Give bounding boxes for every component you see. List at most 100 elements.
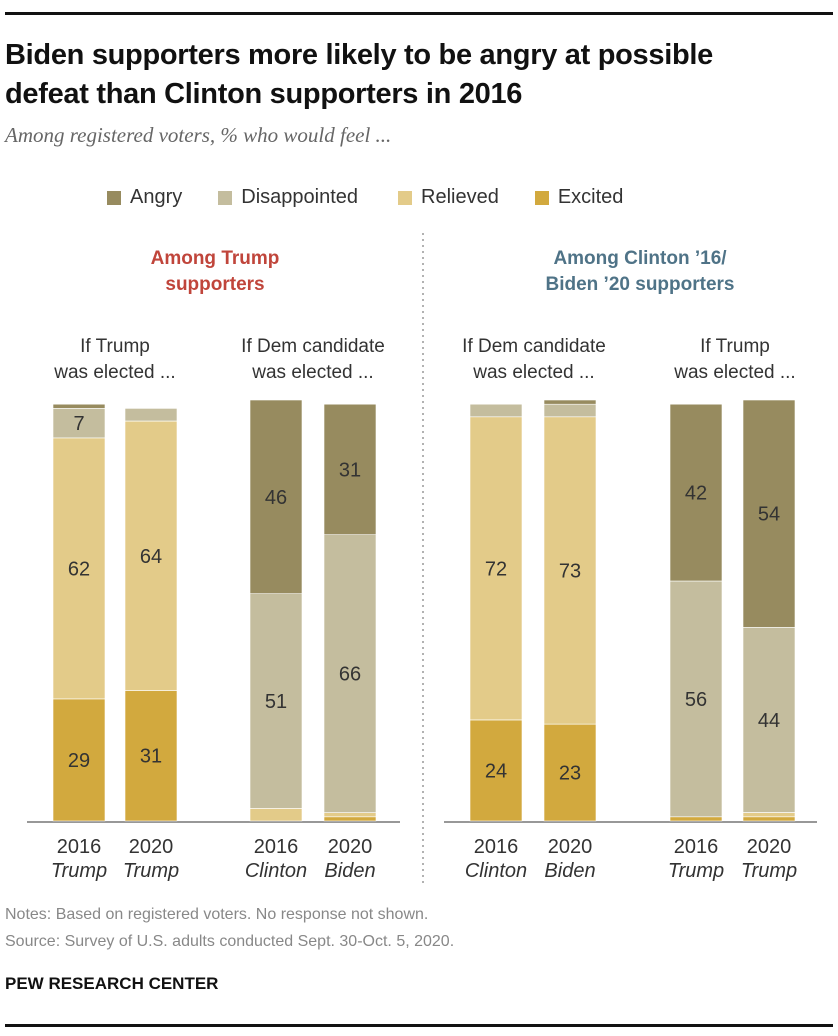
bar-2016-trump	[669, 403, 723, 822]
x-tick-candidate: Clinton	[465, 860, 527, 882]
group-title-trump-line-1: Among Trump	[150, 248, 280, 269]
chart-title-line-2: defeat than Clinton supporters in 2016	[5, 78, 523, 110]
legend-label-angry: Angry	[130, 186, 183, 208]
panel-heading-line-2: was elected ...	[252, 362, 374, 383]
x-tick-candidate: Clinton	[245, 860, 307, 882]
legend-label-relieved: Relieved	[421, 186, 499, 208]
chart-note: Notes: Based on registered voters. No re…	[5, 906, 429, 923]
panel-heading-line-1: If Dem candidate	[241, 336, 385, 357]
bar-segment-relieved	[543, 416, 597, 725]
legend-label-disappointed: Disappointed	[241, 186, 358, 208]
top-rule	[5, 12, 833, 15]
data-label-relieved: 73	[559, 561, 581, 583]
panel-heading-line-2: was elected ...	[674, 362, 796, 383]
stacked-bar-chart: 296272016Trump31642020Trump51462016Clint…	[27, 233, 817, 884]
legend: Angry Disappointed Relieved Excited	[107, 186, 659, 209]
bar-segment-excited	[469, 719, 523, 822]
bottom-rule	[5, 1024, 833, 1027]
x-tick-year: 2020	[747, 836, 792, 858]
panel-heading-trump-if-dem: If Dem candidate was elected ...	[213, 334, 413, 386]
x-tick-candidate: Biden	[324, 860, 375, 882]
bar-2020-trump	[124, 408, 178, 822]
legend-label-excited: Excited	[557, 186, 624, 208]
x-tick-year: 2016	[474, 836, 519, 858]
bar-2020-biden	[323, 403, 377, 822]
bar-segment-excited	[669, 816, 723, 822]
chart-title: Biden supporters more likely to be angry…	[5, 36, 835, 114]
x-tick-year: 2016	[674, 836, 719, 858]
bar-segment-disappointed	[469, 403, 523, 418]
x-tick-year: 2020	[328, 836, 373, 858]
bar-segment-relieved	[52, 437, 106, 700]
bar-segment-angry	[742, 399, 796, 628]
legend-item-excited: Excited	[534, 186, 624, 209]
data-label-disappointed: 66	[339, 664, 361, 686]
panel-heading-line-1: If Trump	[80, 336, 150, 357]
panel-heading-line-1: If Trump	[700, 336, 770, 357]
bar-segment-disappointed	[124, 408, 178, 422]
bar-segment-relieved	[323, 812, 377, 818]
legend-item-angry: Angry	[107, 186, 182, 209]
bar-2016-trump	[52, 403, 106, 822]
data-label-angry: 31	[339, 460, 361, 482]
bar-segment-excited	[543, 723, 597, 822]
data-label-relieved: 64	[140, 546, 162, 568]
data-label-excited: 23	[559, 763, 581, 785]
panel-heading-line-2: was elected ...	[473, 362, 595, 383]
panel-heading-trump-if-trump: If Trump was elected ...	[20, 334, 210, 386]
bar-segment-relieved	[249, 808, 303, 822]
bar-segment-angry	[249, 399, 303, 594]
bar-segment-angry	[543, 399, 597, 405]
data-label-angry: 46	[265, 487, 287, 509]
x-tick-candidate: Trump	[51, 860, 107, 882]
x-tick-candidate: Biden	[544, 860, 595, 882]
bar-2016-clinton	[249, 399, 303, 822]
data-label-excited: 29	[68, 750, 90, 772]
bars-layer	[52, 399, 796, 822]
bar-segment-relieved	[742, 812, 796, 818]
panel-heading-line-2: was elected ...	[54, 362, 176, 383]
chart-source: Source: Survey of U.S. adults conducted …	[5, 933, 455, 950]
group-title-trump-line-2: supporters	[165, 274, 265, 295]
bar-2020-biden	[543, 399, 597, 822]
data-label-disappointed: 44	[758, 710, 780, 732]
bar-segment-relieved	[124, 420, 178, 691]
bar-segment-disappointed	[543, 403, 597, 418]
bar-segment-excited	[124, 690, 178, 822]
bar-segment-excited	[52, 698, 106, 822]
bar-segment-angry	[52, 403, 106, 409]
data-label-relieved: 62	[68, 558, 90, 580]
x-tick-year: 2016	[254, 836, 299, 858]
bar-segment-angry	[323, 403, 377, 536]
bar-2016-clinton	[469, 403, 523, 822]
labels-layer: 296272016Trump31642020Trump51462016Clint…	[51, 413, 797, 882]
chart-title-line-1: Biden supporters more likely to be angry…	[5, 39, 713, 71]
x-tick-year: 2020	[129, 836, 174, 858]
panel-heading-dem-if-trump: If Trump was elected ...	[640, 334, 830, 386]
bar-segment-excited	[323, 816, 377, 822]
legend-item-disappointed: Disappointed	[218, 186, 358, 209]
data-label-angry: 54	[758, 504, 780, 526]
x-tick-candidate: Trump	[741, 860, 797, 882]
data-label-disappointed: 56	[685, 689, 707, 711]
x-tick-year: 2020	[548, 836, 593, 858]
data-label-disappointed: 7	[73, 413, 84, 435]
brand-logo-text: PEW RESEARCH CENTER	[5, 974, 219, 993]
panel-heading-dem-if-dem: If Dem candidate was elected ...	[434, 334, 634, 386]
bar-segment-disappointed	[52, 408, 106, 439]
bar-segment-disappointed	[669, 580, 723, 818]
data-label-excited: 24	[485, 761, 507, 783]
bar-segment-angry	[669, 403, 723, 582]
data-label-disappointed: 51	[265, 691, 287, 713]
data-label-relieved: 72	[485, 558, 507, 580]
x-tick-year: 2016	[57, 836, 102, 858]
group-title-dem-supporters: Among Clinton ’16/ Biden ’20 supporters	[510, 246, 770, 298]
bar-segment-disappointed	[742, 626, 796, 813]
legend-swatch-relieved	[398, 190, 412, 205]
legend-swatch-angry	[107, 190, 121, 205]
data-label-excited: 31	[140, 746, 162, 768]
group-title-dem-line-2: Biden ’20 supporters	[545, 274, 735, 295]
panel-heading-line-1: If Dem candidate	[462, 336, 606, 357]
legend-swatch-disappointed	[218, 190, 233, 205]
x-tick-candidate: Trump	[668, 860, 724, 882]
